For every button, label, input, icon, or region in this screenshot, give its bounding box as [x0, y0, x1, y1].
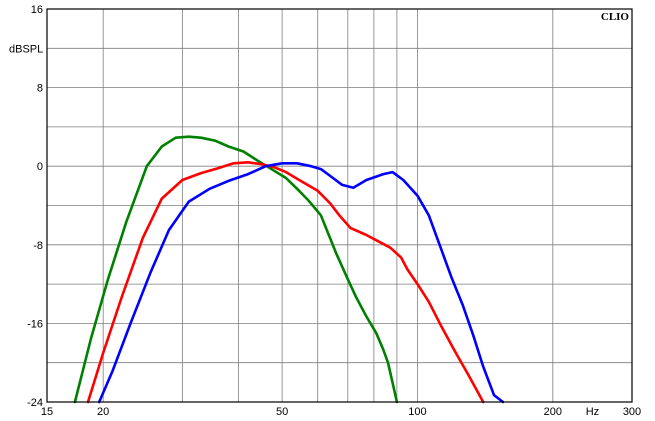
- x-tick-label: 100: [408, 406, 426, 418]
- y-tick-label: 8: [37, 83, 43, 95]
- y-tick-label: -8: [33, 240, 43, 252]
- series-line-2: [86, 161, 485, 404]
- y-tick-label: 16: [31, 4, 43, 16]
- y-tick-label: -16: [27, 318, 43, 330]
- x-tick-label: 300: [623, 406, 641, 418]
- x-tick-label: 15: [41, 406, 53, 418]
- series-line-1: [73, 135, 399, 404]
- x-axis-unit: Hz: [586, 406, 599, 418]
- y-tick-label: -24: [27, 397, 43, 409]
- series-line-3: [97, 162, 505, 404]
- x-tick-label: 50: [276, 406, 288, 418]
- brand-label: CLIO: [601, 11, 630, 23]
- plot-frame: [46, 8, 633, 403]
- y-axis-label: dBSPL: [9, 43, 43, 55]
- curves: [73, 135, 505, 404]
- x-tick-label: 200: [544, 406, 562, 418]
- grid: [47, 9, 632, 402]
- x-tick-label: 20: [97, 406, 109, 418]
- y-tick-label: 0: [37, 161, 43, 173]
